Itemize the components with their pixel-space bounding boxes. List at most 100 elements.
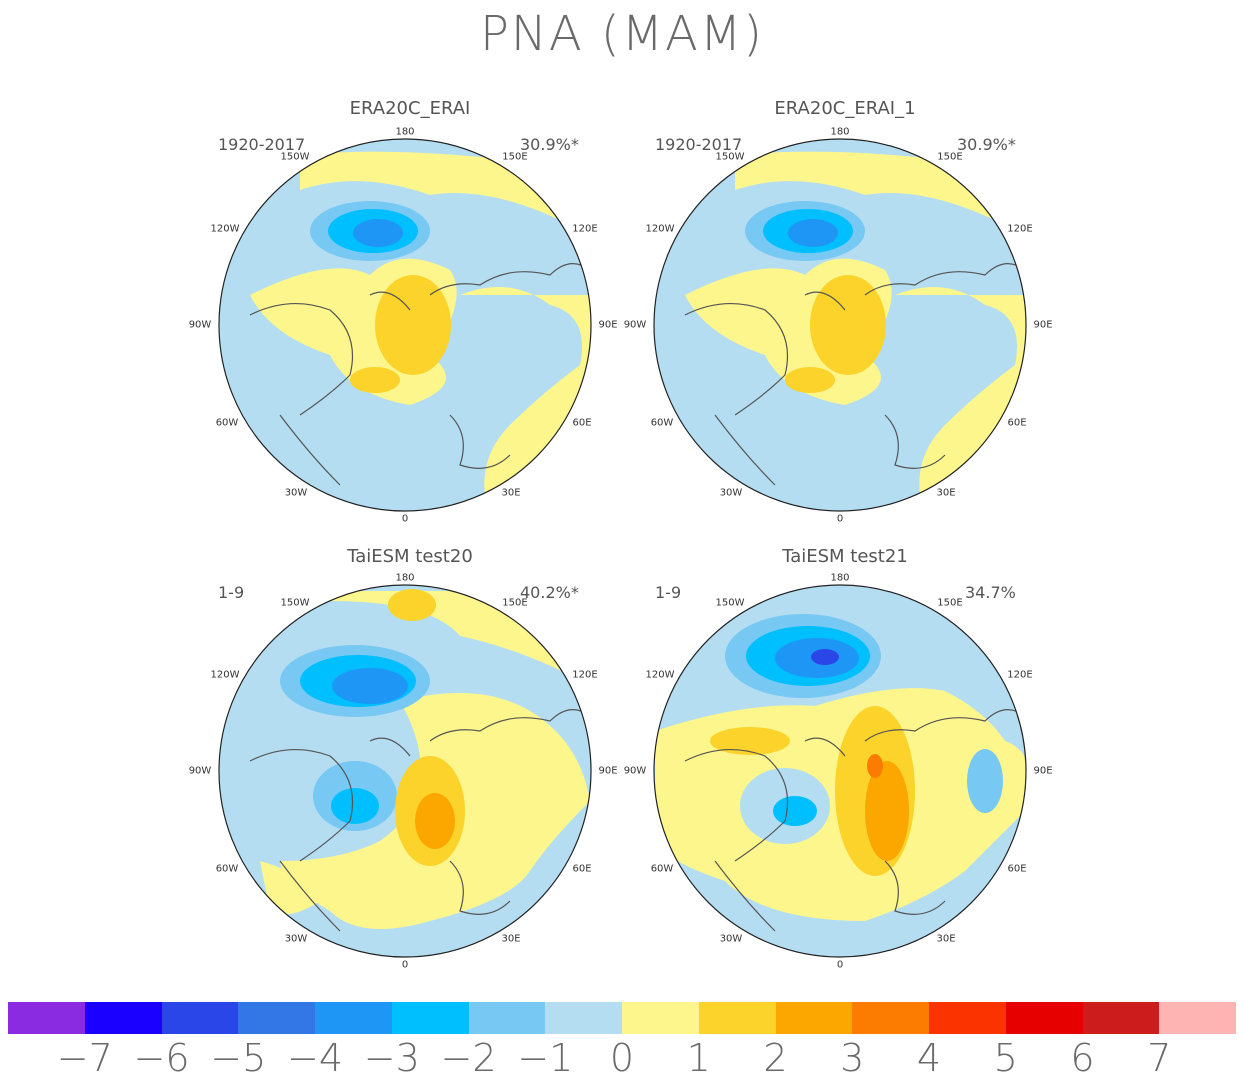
lon-label-150w: 150W [715, 597, 745, 609]
colorbar-swatch [1159, 1002, 1236, 1034]
panel-taiesm-test20: TaiESM test20 1-9 40.2%* 180 150W 150E 1… [130, 541, 690, 971]
lon-label-150w: 150W [280, 597, 310, 609]
lon-label-90w: 90W [623, 319, 647, 331]
lon-label-0: 0 [401, 959, 409, 971]
colorbar-label: 4 [916, 1036, 942, 1080]
lon-label-30w: 30W [284, 487, 308, 499]
lon-label-60w: 60W [650, 417, 674, 429]
lon-label-60e: 60E [1007, 863, 1027, 875]
colorbar-label: 2 [763, 1036, 788, 1080]
colorbar-swatch [8, 1002, 85, 1034]
colorbar-label: 1 [686, 1036, 711, 1080]
lon-label-30e: 30E [501, 933, 521, 945]
lon-label-0: 0 [836, 513, 844, 525]
figure-title: PNA (MAM) [479, 6, 765, 62]
panel-title: TaiESM test20 [347, 546, 473, 567]
lon-label-30w: 30W [719, 933, 743, 945]
colorbar-swatch [852, 1002, 929, 1034]
colorbar-label: −3 [363, 1036, 420, 1080]
lon-label-90e: 90E [598, 765, 618, 777]
lon-label-120w: 120W [210, 223, 240, 235]
lon-label-30e: 30E [501, 487, 521, 499]
lon-label-60e: 60E [1007, 417, 1027, 429]
panel-period: 1920-2017 [218, 135, 306, 154]
lon-label-30e: 30E [936, 933, 956, 945]
polar-map [653, 138, 1027, 512]
panel-era20c-erai: ERA20C_ERAI 1920-2017 30.9%* 180 150W 15… [130, 95, 690, 525]
colorbar-swatch [622, 1002, 699, 1034]
colorbar-label: −1 [517, 1036, 574, 1080]
lon-label-120w: 120W [210, 669, 240, 681]
lon-label-150e: 150E [937, 597, 963, 609]
lon-label-30w: 30W [719, 487, 743, 499]
colorbar-swatch [391, 1002, 469, 1034]
lon-label-150e: 150E [502, 151, 528, 163]
lon-label-90w: 90W [188, 319, 212, 331]
lon-label-120e: 120E [1007, 223, 1033, 235]
panel-variance: 30.9%* [520, 135, 579, 154]
colorbar-label: 5 [993, 1036, 1018, 1080]
lon-label-0: 0 [401, 513, 409, 525]
panel-title: TaiESM test21 [782, 546, 908, 567]
lon-label-60w: 60W [650, 863, 674, 875]
colorbar-swatch [1005, 1002, 1083, 1034]
polar-map [653, 584, 1027, 958]
lon-label-180: 180 [830, 126, 850, 138]
lon-label-150w: 150W [715, 151, 745, 163]
colorbar-label: 7 [1147, 1036, 1172, 1080]
lon-label-90w: 90W [188, 765, 212, 777]
colorbar-label: 3 [840, 1036, 865, 1080]
lon-label-180: 180 [830, 572, 850, 584]
panel-period: 1920-2017 [655, 135, 743, 154]
lon-label-90e: 90E [1033, 319, 1053, 331]
lon-label-90e: 90E [598, 319, 618, 331]
colorbar [8, 1002, 1236, 1034]
colorbar-swatch [545, 1002, 622, 1034]
colorbar-swatch [775, 1002, 853, 1034]
lon-label-30w: 30W [284, 933, 308, 945]
lon-label-60w: 60W [215, 417, 239, 429]
lon-label-90e: 90E [1033, 765, 1053, 777]
panel-variance: 40.2%* [520, 583, 579, 602]
lon-label-120w: 120W [645, 669, 675, 681]
colorbar-label: −7 [56, 1036, 113, 1080]
lon-label-150e: 150E [937, 151, 963, 163]
colorbar-swatch [238, 1002, 315, 1034]
lon-label-180: 180 [395, 572, 415, 584]
colorbar-swatch [929, 1002, 1006, 1034]
panel-era20c-erai-1: ERA20C_ERAI_1 1920-2017 30.9%* 180 150W … [565, 95, 1125, 525]
panel-period: 1-9 [655, 583, 682, 602]
colorbar-label: −6 [133, 1036, 190, 1080]
panel-title: ERA20C_ERAI_1 [774, 98, 916, 119]
lon-label-60e: 60E [572, 417, 592, 429]
lon-label-60e: 60E [572, 863, 592, 875]
lon-label-60w: 60W [215, 863, 239, 875]
panel-variance: 34.7% [965, 583, 1016, 602]
colorbar-label: −4 [286, 1036, 344, 1080]
panel-variance: 30.9%* [957, 135, 1016, 154]
colorbar-swatch [698, 1002, 776, 1034]
colorbar-label: 0 [609, 1036, 635, 1080]
colorbar-swatch [315, 1002, 392, 1034]
lon-label-120e: 120E [572, 669, 598, 681]
panel-period: 1-9 [218, 583, 245, 602]
lon-label-120e: 120E [1007, 669, 1033, 681]
colorbar-label: 6 [1070, 1036, 1095, 1080]
lon-label-150w: 150W [280, 151, 310, 163]
lon-label-90w: 90W [623, 765, 647, 777]
colorbar-swatch [84, 1002, 162, 1034]
lon-label-0: 0 [836, 959, 844, 971]
panel-title: ERA20C_ERAI [349, 98, 471, 119]
colorbar-swatch [161, 1002, 239, 1034]
lon-label-120e: 120E [572, 223, 598, 235]
colorbar-label: −5 [210, 1036, 267, 1080]
colorbar-label: −2 [440, 1036, 497, 1080]
lon-label-120w: 120W [645, 223, 675, 235]
panel-taiesm-test21: TaiESM test21 1-9 34.7% 180 150W 150E 12… [565, 541, 1125, 971]
polar-map [218, 584, 592, 958]
lon-label-30e: 30E [936, 487, 956, 499]
lon-label-150e: 150E [502, 597, 528, 609]
polar-map [218, 138, 592, 512]
colorbar-swatch [1082, 1002, 1160, 1034]
colorbar-labels: −7 −6 −5 −4 −3 −2 −1 0 1 2 3 4 5 6 7 [8, 1036, 1236, 1080]
